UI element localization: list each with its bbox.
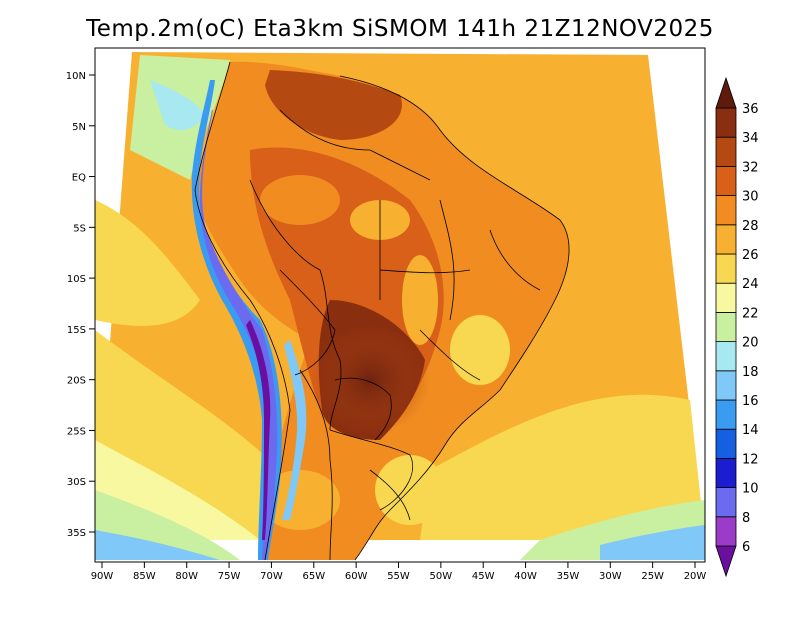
colorbar-segment (715, 428, 737, 459)
lon-tick-label: 25W (641, 571, 664, 582)
brazil-state-3 (379, 269, 471, 274)
colorbar-segment (715, 195, 737, 226)
uruguay-border (369, 469, 411, 521)
colorbar-label: 16 (742, 394, 759, 409)
brazil-north-border (279, 109, 431, 181)
colorbar-label: 14 (742, 423, 759, 438)
colorbar-segment (715, 370, 737, 401)
lon-tick-label: 75W (218, 571, 241, 582)
northeast-patch (455, 230, 545, 290)
longitude-axis: 90W 85W 80W 75W 70W 65W 60W 55W 50W 45W 40W 35W 30W 2… (91, 562, 707, 582)
latitude-axis: 10N 5N EQ 5S 10S 15S 20S 25S 30S 35S (66, 71, 95, 539)
colorbar-label: 10 (742, 482, 759, 497)
lat-tick-label: 5N (72, 122, 86, 133)
lon-tick-label: 35W (557, 571, 580, 582)
colorbar-segment (715, 136, 737, 167)
plot-frame (94, 47, 706, 563)
colorbar-label: 28 (742, 219, 759, 234)
colorbar-label: 22 (742, 306, 759, 321)
colorbar-label: 32 (742, 160, 759, 175)
colorbar-label: 30 (742, 190, 759, 205)
pacific-nw-cooler (150, 80, 205, 131)
colorbar-label: 6 (742, 540, 750, 555)
map-domain (95, 52, 705, 561)
coastline-west (194, 61, 291, 561)
colorbar-top-arrow (715, 76, 737, 109)
lat-tick-label: EQ (72, 173, 86, 184)
colorbar-segment (715, 341, 737, 372)
lat-tick-label: 10N (66, 71, 86, 82)
lon-tick-label: 55W (387, 571, 410, 582)
lat-tick-label: 15S (67, 325, 86, 336)
domain-ocean-south-east-2 (600, 525, 705, 560)
north-hot-band (265, 70, 402, 140)
colorbar-segment (715, 311, 737, 342)
colorbar-label: 24 (742, 277, 759, 292)
lon-tick-label: 40W (514, 571, 537, 582)
colorbar-label: 36 (742, 102, 759, 117)
colorbar-segment (715, 107, 737, 138)
pacific-coast-band (95, 200, 200, 326)
lon-tick-label: 90W (91, 571, 114, 582)
amazon-patch-3 (402, 255, 438, 345)
lon-tick-label: 70W (260, 571, 283, 582)
lon-tick-label: 50W (430, 571, 453, 582)
brazil-state-2 (439, 199, 455, 321)
bolivia-border (279, 269, 336, 376)
domain-ocean-south (95, 530, 220, 560)
colorbar-label: 20 (742, 336, 759, 351)
colorbar-segment (715, 253, 737, 284)
map-title: Temp.2m(oC) Eta3km SiSMOM 141h 21Z12NOV2… (86, 16, 714, 42)
lon-tick-label: 30W (599, 571, 622, 582)
patagonia-patch (260, 470, 340, 530)
lat-tick-label: 5S (73, 223, 86, 234)
brazil-state-4 (419, 329, 481, 381)
colorbar-segment (715, 457, 737, 488)
brazil-south-border (329, 429, 413, 511)
colorbar-segment (715, 165, 737, 196)
colorbar-segment (715, 224, 737, 255)
andes-coldest (246, 320, 271, 540)
colorbar-segment (715, 399, 737, 430)
colorbar: 6 8 10 12 14 16 18 20 22 24 26 28 30 32 34 36 (715, 76, 759, 578)
lat-tick-label: 20S (67, 376, 86, 387)
lat-tick-label: 35S (67, 528, 86, 539)
lat-tick-label: 30S (67, 477, 86, 488)
colorbar-label: 26 (742, 248, 759, 263)
amazon-patch-1 (260, 175, 340, 225)
lon-tick-label: 65W (302, 571, 325, 582)
andes-cool (191, 80, 282, 560)
lat-tick-label: 10S (67, 274, 86, 285)
colorbar-label: 34 (742, 131, 759, 146)
andes-cold (199, 110, 278, 560)
lon-tick-label: 85W (133, 571, 156, 582)
coastline-east (339, 75, 570, 561)
domain-ocean-warm-east (420, 394, 705, 540)
andes-lightblue (282, 340, 307, 520)
brazil-west-border (249, 179, 342, 431)
colorbar-bottom-arrow (715, 545, 737, 578)
lon-tick-label: 20W (684, 571, 707, 582)
country-borders (194, 61, 570, 561)
brazil-state-5 (489, 229, 541, 291)
colorbar-label: 8 (742, 511, 750, 526)
lon-tick-label: 80W (175, 571, 198, 582)
lon-tick-label: 45W (472, 571, 495, 582)
colorbar-label: 12 (742, 452, 759, 467)
paraguay-border (334, 377, 392, 441)
lon-tick-label: 60W (345, 571, 368, 582)
lat-tick-label: 25S (67, 426, 86, 437)
colorbar-label: 18 (742, 365, 759, 380)
colorbar-segment (715, 516, 737, 547)
colorbar-segment (715, 282, 737, 313)
east-coast-patch (450, 315, 510, 385)
hot-core-glow (310, 325, 430, 435)
colorbar-segment (715, 487, 737, 518)
argentina-border (299, 369, 333, 561)
